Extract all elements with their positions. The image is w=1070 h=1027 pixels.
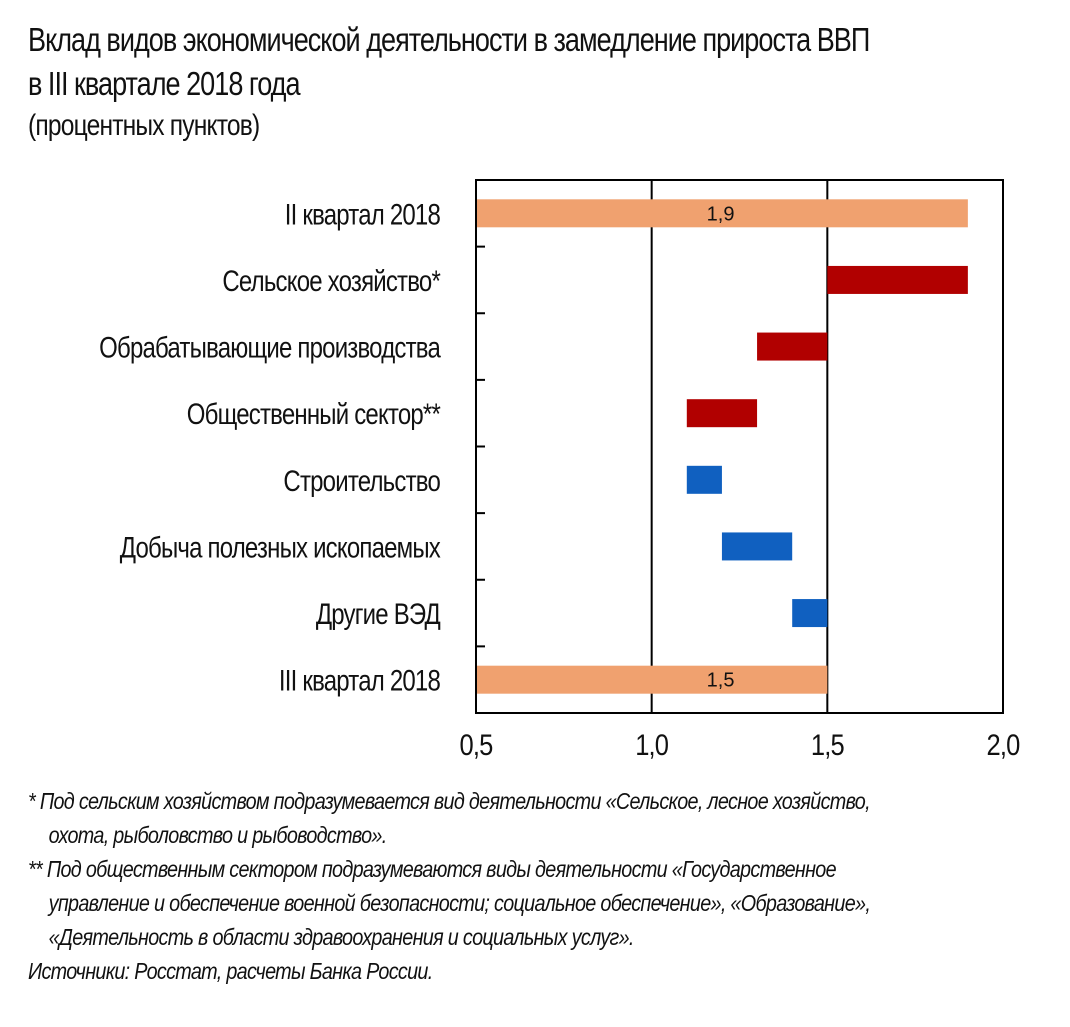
footnote-2-line-3: «Деятельность в области здравоохранения … [48,924,635,950]
data-label: 1,9 [707,203,735,225]
plot-frame [475,179,1004,714]
x-tick-label: 1,5 [811,728,844,761]
category-label: Обрабатывающие производства [99,330,441,364]
bar-negative [686,399,758,428]
bar-negative [827,265,968,294]
data-label: 1,5 [707,670,735,692]
bar-base [476,199,968,228]
x-tick-label: 1,0 [635,728,668,761]
category-label: Сельское хозяйство* [222,263,441,297]
bar-negative [757,332,828,361]
chart-header: Вклад видов экономической деятельности в… [28,18,1058,146]
category-label: Строительство [283,463,440,497]
footnote-1-line-2: охота, рыболовство и рыбоводство». [48,822,388,848]
chart-subtitle: (процентных пунктов) [28,109,260,142]
bar-positive [721,532,793,561]
x-tick-label: 2,0 [987,728,1020,761]
waterfall-chart: 1,9 1,5 II квартал 2018 Сельское хозяйство*… [99,179,1021,761]
chart-title-line-2: в III квартале 2018 года [28,65,301,102]
category-label: Другие ВЭД [316,596,441,630]
footnote-1-line-1: * Под сельским хозяйством подразумеваетс… [28,788,871,814]
category-label: Общественный сектор** [187,397,441,431]
bar-positive [792,599,828,628]
sources-note: Источники: Росстат, расчеты Банка России… [28,958,433,984]
category-label: Добыча полезных ископаемых [120,530,441,564]
chart-title-line-1: Вклад видов экономической деятельности в… [28,21,870,58]
bar-base [476,665,828,694]
bar-positive [686,465,722,494]
category-label: III квартал 2018 [279,663,440,697]
footnote-2-line-1: ** Под общественным сектором подразумева… [28,856,837,882]
category-label: II квартал 2018 [285,197,440,231]
footnotes: * Под сельским хозяйством подразумеваетс… [28,784,1058,988]
footnote-2-line-2: управление и обеспечение военной безопас… [48,890,871,916]
x-tick-label: 0,5 [460,728,493,761]
